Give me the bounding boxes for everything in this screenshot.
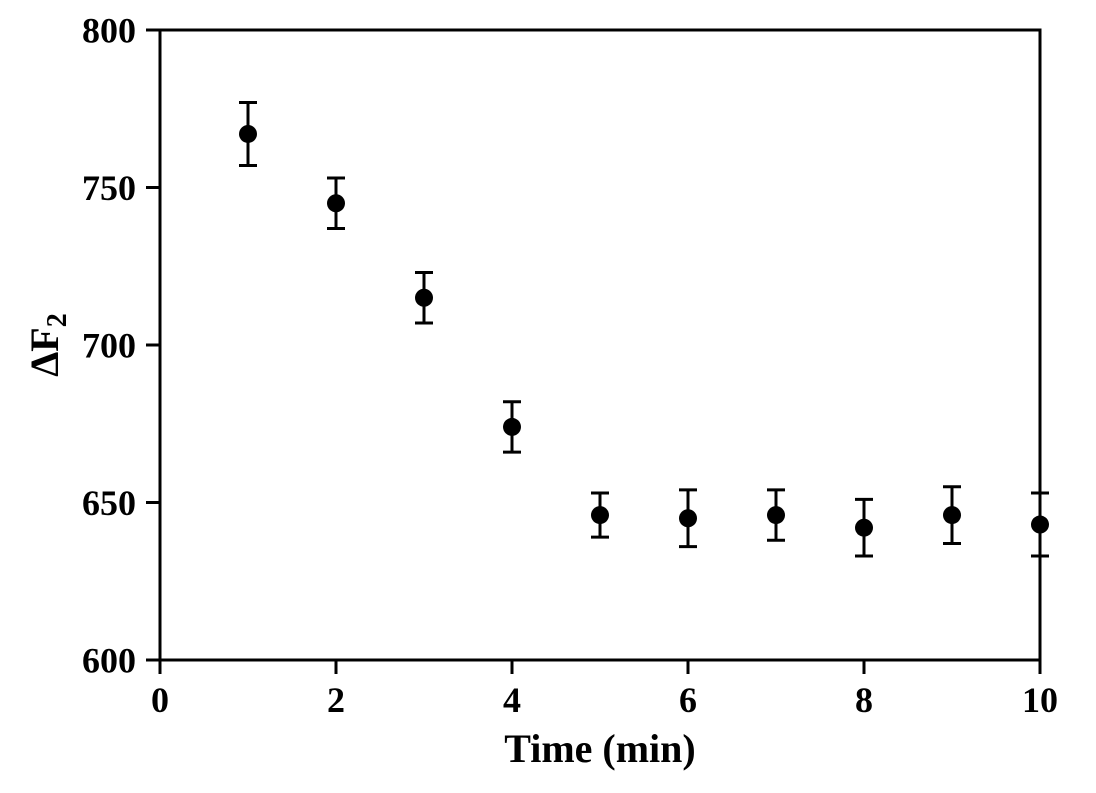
scatter-chart: 0246810600650700750800Time (min)ΔF2: [0, 0, 1096, 793]
data-point: [855, 519, 873, 537]
x-tick-label: 4: [503, 680, 521, 720]
y-tick-label: 700: [82, 326, 136, 366]
data-point: [327, 194, 345, 212]
x-tick-label: 2: [327, 680, 345, 720]
x-axis-title: Time (min): [504, 726, 695, 771]
x-tick-label: 10: [1022, 680, 1058, 720]
data-point: [943, 506, 961, 524]
data-point: [767, 506, 785, 524]
x-tick-label: 8: [855, 680, 873, 720]
y-tick-label: 600: [82, 641, 136, 681]
x-tick-label: 0: [151, 680, 169, 720]
chart-container: 0246810600650700750800Time (min)ΔF2: [0, 0, 1096, 793]
data-point: [239, 125, 257, 143]
data-point: [415, 289, 433, 307]
y-tick-label: 750: [82, 168, 136, 208]
x-tick-label: 6: [679, 680, 697, 720]
data-point: [591, 506, 609, 524]
y-tick-label: 800: [82, 11, 136, 51]
data-point: [679, 509, 697, 527]
y-tick-label: 650: [82, 483, 136, 523]
data-point: [1031, 516, 1049, 534]
data-point: [503, 418, 521, 436]
